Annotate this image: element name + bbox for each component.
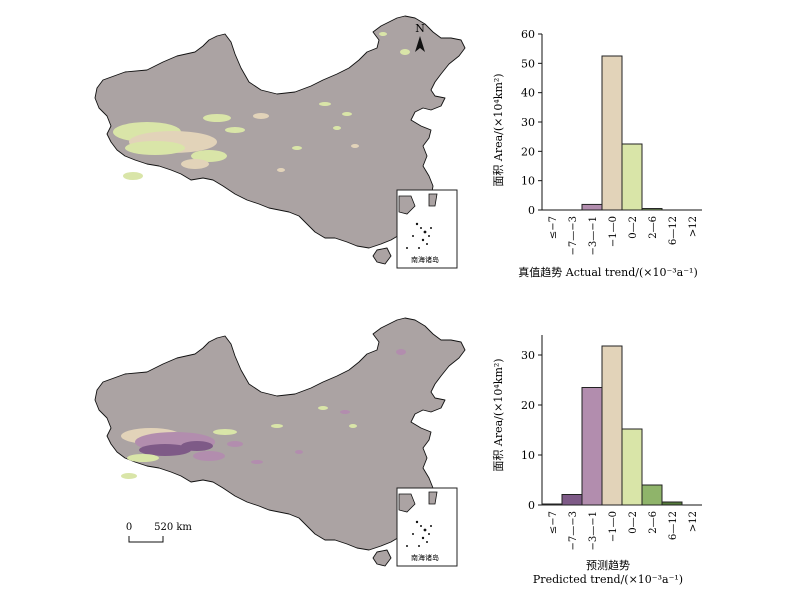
svg-text:南海诸岛: 南海诸岛 xyxy=(411,553,439,562)
bar-2 xyxy=(581,203,603,211)
north-arrow: N xyxy=(415,22,425,52)
x-tick-label: ≤−7 xyxy=(548,216,559,239)
map-actual-trend: N 南海诸岛 xyxy=(85,10,470,270)
y-tick-label: 0 xyxy=(528,204,535,217)
svg-text:南海诸岛: 南海诸岛 xyxy=(411,255,439,264)
svg-text:0: 0 xyxy=(126,522,132,533)
bar-1 xyxy=(561,494,583,506)
china-landmass xyxy=(94,15,466,249)
x-tick-label: −3—−1 xyxy=(588,511,599,550)
trend-patches xyxy=(121,349,406,479)
x-tick-label: >12 xyxy=(688,216,699,237)
bar-2 xyxy=(581,387,603,506)
histogram-actual-svg: 面积 Area/(×10⁴km²) 真值趋势 Actual trend/(×10… xyxy=(492,28,702,279)
x-tick-label: −7—−3 xyxy=(568,511,579,550)
x-axis-label-en: Predicted trend/(×10⁻³a⁻¹) xyxy=(533,573,683,586)
x-tick-label: 2—6 xyxy=(648,216,659,239)
y-tick-label: 60 xyxy=(521,28,535,41)
map-predicted-trend: 0 520 km 南海诸岛 xyxy=(85,312,470,572)
histogram-actual: 面积 Area/(×10⁴km²) 真值趋势 Actual trend/(×10… xyxy=(490,20,740,285)
y-tick-label: 40 xyxy=(521,87,535,100)
x-tick-label: −1—0 xyxy=(608,511,619,542)
hainan-island xyxy=(372,549,392,567)
y-tick-label: 20 xyxy=(521,145,535,158)
x-tick-label: −1—0 xyxy=(608,216,619,247)
x-axis-label: 预测趋势 xyxy=(586,559,630,572)
x-tick-label: >12 xyxy=(688,511,699,532)
histogram-predicted-svg: 面积 Area/(×10⁴km²) 预测趋势 Predicted trend/(… xyxy=(492,335,702,586)
x-tick-label: −3—−1 xyxy=(588,216,599,255)
y-tick-label: 50 xyxy=(521,57,535,70)
y-tick-label: 10 xyxy=(521,175,535,188)
x-tick-label: 0—2 xyxy=(628,216,639,239)
x-tick-label: ≤−7 xyxy=(548,511,559,534)
scale-bar: 0 520 km xyxy=(126,522,192,543)
y-tick-label: 0 xyxy=(528,499,535,512)
bar-6 xyxy=(661,501,683,506)
hainan-island xyxy=(372,247,392,265)
bar-5 xyxy=(641,484,663,506)
x-tick-label: 0—2 xyxy=(628,511,639,534)
y-tick-label: 10 xyxy=(521,449,535,462)
bar-3 xyxy=(601,55,623,211)
bar-4 xyxy=(621,143,643,211)
y-axis-label: 面积 Area/(×10⁴km²) xyxy=(492,358,505,471)
y-tick-label: 30 xyxy=(521,349,535,362)
histogram-predicted: 面积 Area/(×10⁴km²) 预测趋势 Predicted trend/(… xyxy=(490,315,740,590)
bar-5 xyxy=(641,208,663,211)
trend-patches xyxy=(113,32,410,180)
bar-4 xyxy=(621,428,643,506)
y-tick-label: 20 xyxy=(521,399,535,412)
svg-text:520 km: 520 km xyxy=(154,522,192,533)
bar-3 xyxy=(601,345,623,506)
x-tick-label: 6—12 xyxy=(668,511,679,540)
x-tick-label: 2—6 xyxy=(648,511,659,534)
south-china-sea-inset: 南海诸岛 xyxy=(396,189,458,269)
x-axis-label: 真值趋势 Actual trend/(×10⁻³a⁻¹) xyxy=(518,265,698,279)
x-tick-label: 6—12 xyxy=(668,216,679,245)
china-landmass xyxy=(94,317,466,551)
bar-0 xyxy=(541,503,563,506)
y-axis-label: 面积 Area/(×10⁴km²) xyxy=(492,73,505,186)
south-china-sea-inset: 南海诸岛 xyxy=(396,487,458,567)
x-tick-label: −7—−3 xyxy=(568,216,579,255)
y-tick-label: 30 xyxy=(521,116,535,129)
svg-text:N: N xyxy=(415,22,425,35)
